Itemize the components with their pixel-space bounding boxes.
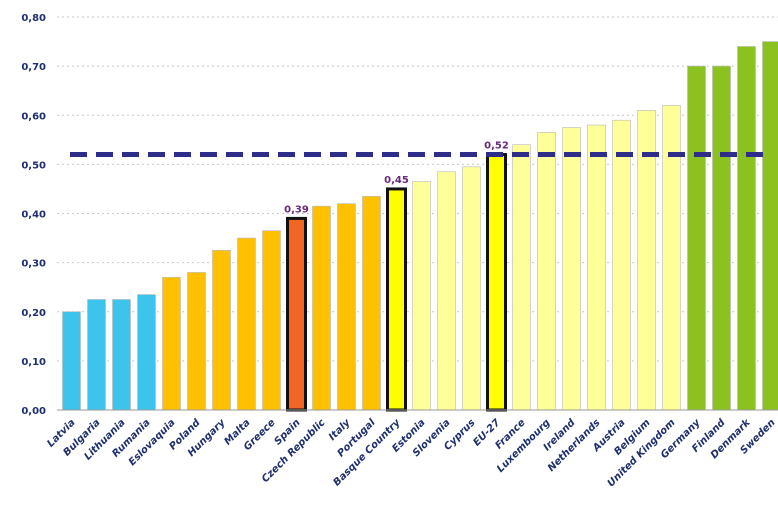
bar-basque-country <box>386 187 407 412</box>
bar-lithuania <box>112 299 131 411</box>
bar-sweden <box>762 41 778 411</box>
y-tick-label: 0,80 <box>21 13 46 24</box>
bar-malta <box>237 237 256 411</box>
data-label: 0,52 <box>484 141 509 152</box>
bar-bulgaria <box>87 299 106 411</box>
y-tick-label: 0,50 <box>21 160 46 171</box>
bar-netherlands <box>587 124 606 411</box>
y-tick-label: 0,40 <box>21 210 46 221</box>
bar-rumania <box>137 294 156 411</box>
bar-greece <box>262 230 281 411</box>
y-tick-label: 0,70 <box>21 62 46 73</box>
bar-france <box>512 144 531 411</box>
bar-hungary <box>212 250 231 411</box>
bars <box>62 41 778 412</box>
y-tick-label: 0,30 <box>21 259 46 270</box>
bar-eu-27 <box>486 153 507 412</box>
bar-cyprus <box>462 166 481 411</box>
bar-eslovaquia <box>162 277 181 411</box>
y-tick-label: 0,00 <box>21 406 46 417</box>
bar-spain <box>286 216 307 412</box>
bar-ireland <box>562 127 581 411</box>
bar-portugal <box>362 196 381 411</box>
bar-denmark <box>737 46 756 411</box>
bar-luxembourg <box>537 132 556 411</box>
bar-estonia <box>412 181 431 411</box>
data-labels: 0,39 0,45 0,52 <box>284 141 509 216</box>
data-label: 0,39 <box>284 204 309 215</box>
data-label: 0,45 <box>384 175 409 186</box>
bar-austria <box>612 119 631 411</box>
bar-germany <box>687 65 706 411</box>
y-tick-label: 0,20 <box>21 308 46 319</box>
y-axis: 0,00 0,10 0,20 0,30 0,40 0,50 0,60 0,70 0,80 <box>21 13 46 417</box>
y-tick-label: 0,60 <box>21 111 46 122</box>
y-tick-label: 0,10 <box>21 357 46 368</box>
bar-latvia <box>62 311 81 411</box>
bar-poland <box>187 272 206 411</box>
bar-italy <box>337 203 356 411</box>
bar-finland <box>712 65 731 411</box>
bar-slovenia <box>437 171 456 411</box>
bar-united-kingdom <box>662 105 681 411</box>
bar-czech-republic <box>312 205 331 411</box>
x-axis: LatviaBulgariaLithuaniaRumaniaEslovaquia… <box>45 409 778 489</box>
